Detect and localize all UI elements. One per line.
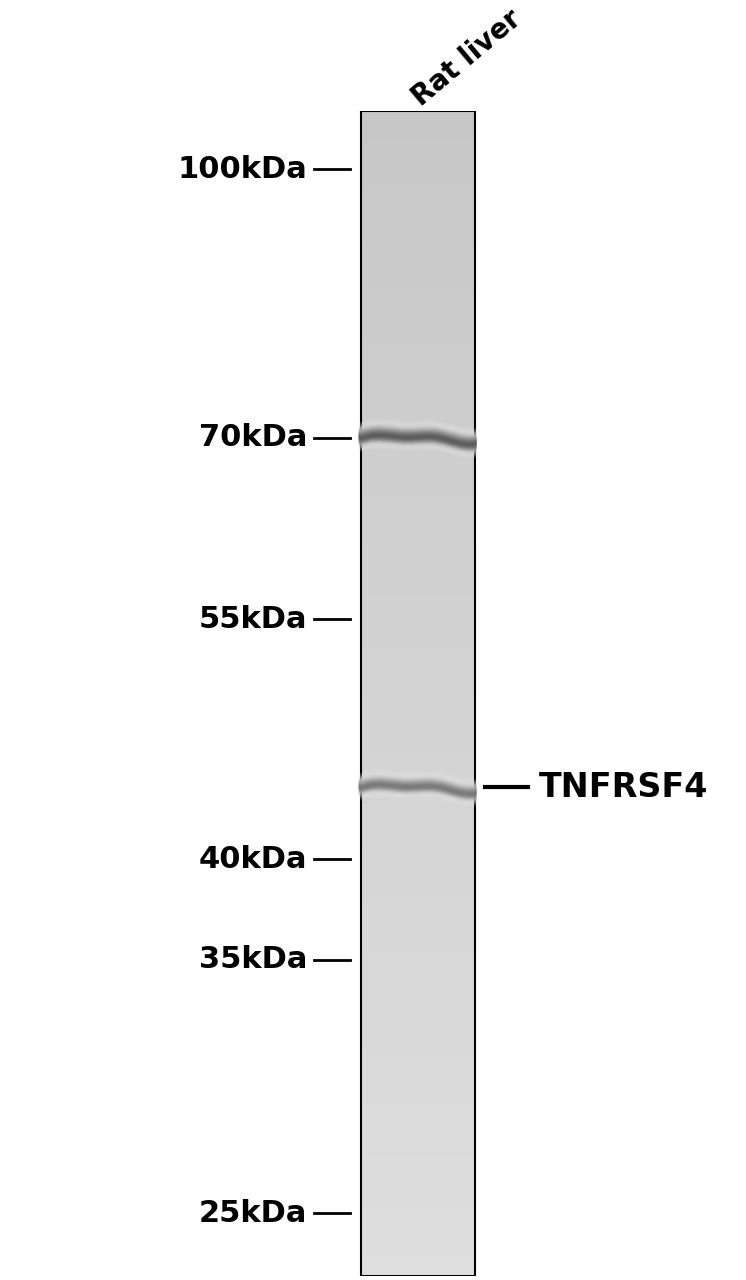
Text: Rat liver: Rat liver	[407, 4, 527, 111]
Text: 40kDa: 40kDa	[198, 845, 307, 873]
Text: 35kDa: 35kDa	[198, 945, 307, 974]
Text: TNFRSF4: TNFRSF4	[539, 771, 708, 804]
Text: 100kDa: 100kDa	[178, 155, 307, 183]
Text: 55kDa: 55kDa	[198, 604, 307, 634]
Text: 25kDa: 25kDa	[198, 1198, 307, 1228]
Text: 70kDa: 70kDa	[198, 424, 307, 452]
